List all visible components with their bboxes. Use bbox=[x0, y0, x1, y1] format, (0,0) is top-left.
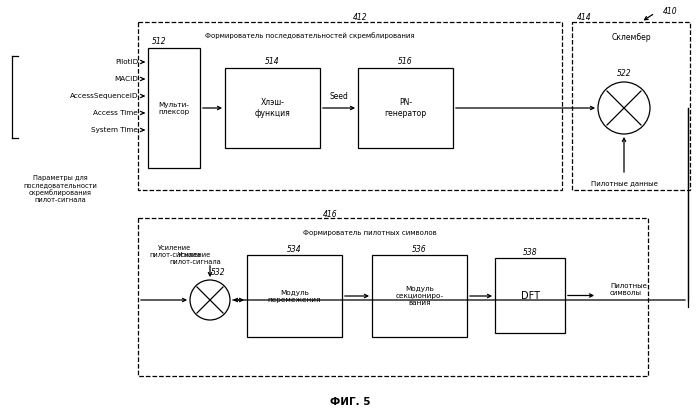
Text: Склембер: Склембер bbox=[611, 33, 651, 42]
Text: PilotID: PilotID bbox=[115, 59, 138, 65]
Text: 538: 538 bbox=[523, 247, 538, 256]
Text: 514: 514 bbox=[265, 58, 280, 66]
Text: Модуль
перемежения: Модуль перемежения bbox=[268, 290, 321, 303]
Text: 512: 512 bbox=[152, 37, 166, 46]
Text: DFT: DFT bbox=[521, 290, 540, 300]
Text: Формирователь последовательностей скремблирования: Формирователь последовательностей скремб… bbox=[206, 32, 415, 39]
Text: 532: 532 bbox=[210, 268, 225, 276]
Text: 414: 414 bbox=[577, 14, 591, 22]
Circle shape bbox=[190, 280, 230, 320]
Bar bbox=[148, 48, 200, 168]
Bar bbox=[138, 22, 562, 190]
Text: Усиление
пилот-сигнала: Усиление пилот-сигнала bbox=[169, 252, 221, 265]
Text: Хлэш-
функция: Хлэш- функция bbox=[254, 98, 290, 118]
Bar bbox=[247, 255, 342, 337]
Bar bbox=[495, 258, 565, 333]
Text: AccessSequenceID: AccessSequenceID bbox=[69, 93, 138, 99]
Text: 516: 516 bbox=[398, 58, 413, 66]
Text: 416: 416 bbox=[323, 210, 338, 219]
Text: 534: 534 bbox=[287, 244, 302, 254]
Bar bbox=[225, 68, 320, 148]
Text: System Time: System Time bbox=[91, 127, 138, 133]
Text: PN-
генератор: PN- генератор bbox=[384, 98, 426, 118]
Text: Seed: Seed bbox=[329, 92, 348, 101]
Bar bbox=[572, 22, 690, 190]
Text: 410: 410 bbox=[663, 7, 677, 15]
Text: Усиление
пилот-сигнала: Усиление пилот-сигнала bbox=[149, 245, 201, 258]
Text: Модуль
секционирo-
вания: Модуль секционирo- вания bbox=[396, 286, 444, 306]
Text: Параметры для
последовательности
скремблирования
пилот-сигнала: Параметры для последовательности скрембл… bbox=[23, 175, 97, 203]
Text: 412: 412 bbox=[353, 14, 367, 22]
Text: Access Time: Access Time bbox=[93, 110, 138, 116]
Bar bbox=[358, 68, 453, 148]
Bar bbox=[372, 255, 467, 337]
Text: Пилотные данные: Пилотные данные bbox=[591, 180, 658, 186]
Text: 522: 522 bbox=[617, 69, 631, 78]
Text: ФИГ. 5: ФИГ. 5 bbox=[330, 397, 370, 407]
Text: Мульти-
плексор: Мульти- плексор bbox=[159, 102, 189, 115]
Text: Пилотные
символы: Пилотные символы bbox=[610, 283, 647, 296]
Circle shape bbox=[598, 82, 650, 134]
Bar bbox=[138, 218, 648, 376]
Text: 536: 536 bbox=[412, 244, 427, 254]
Text: Формирователь пилотных символов: Формирователь пилотных символов bbox=[303, 230, 437, 236]
Text: MACID: MACID bbox=[114, 76, 138, 82]
